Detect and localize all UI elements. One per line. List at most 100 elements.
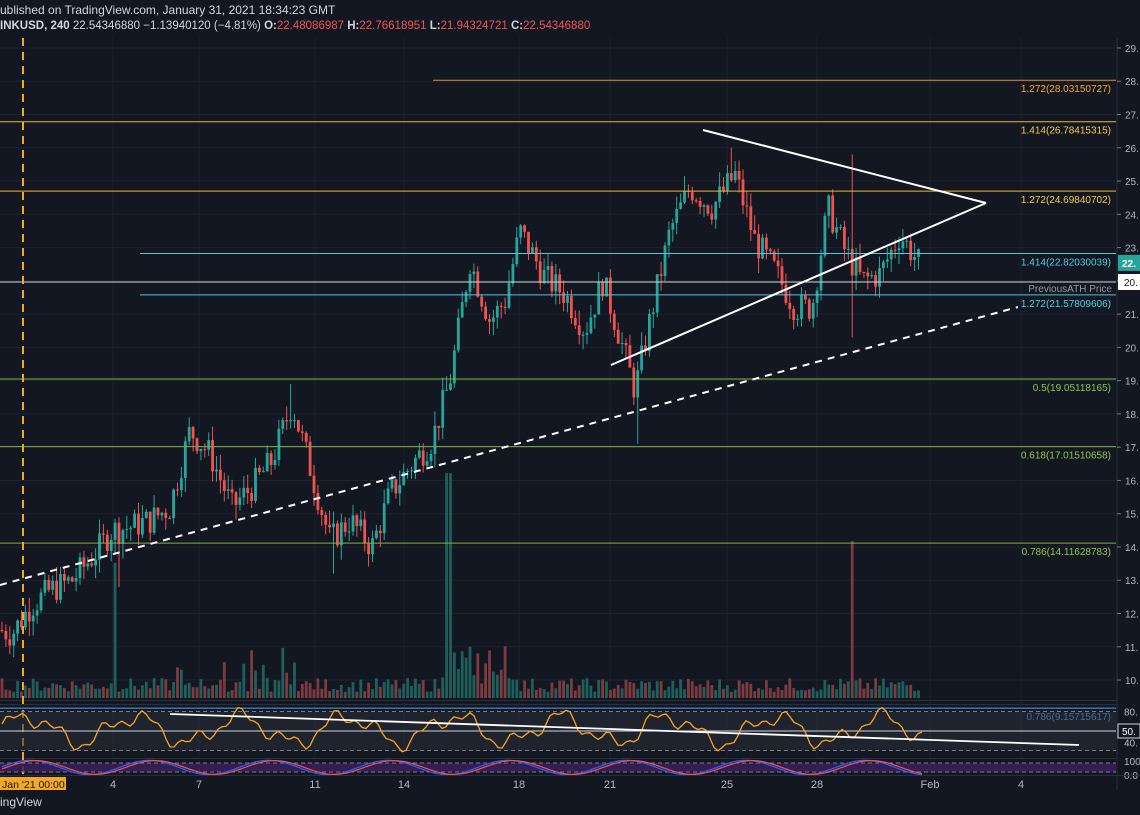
volume-bar	[367, 682, 370, 698]
candle-body	[300, 431, 304, 433]
candle-body	[417, 450, 421, 458]
volume-bar	[336, 689, 339, 698]
symbol-label[interactable]: INKUSD, 240	[0, 20, 70, 32]
volume-bar	[815, 691, 819, 698]
candle-body	[905, 240, 909, 242]
candle-body	[230, 489, 234, 493]
candle-body	[527, 231, 530, 254]
volume-bar	[308, 683, 312, 698]
candle-body	[39, 592, 43, 611]
volume-bar	[605, 681, 608, 698]
volume-bar	[811, 687, 815, 698]
candle-body	[363, 519, 367, 544]
volume-bar	[347, 687, 351, 698]
volume-bar	[27, 687, 31, 698]
candle-body	[238, 497, 242, 505]
candle-body	[12, 633, 16, 646]
price-chart[interactable]: 1.272(28.03150727) 1.414(26.78415315) 1.27…	[0, 0, 1140, 790]
fib-label: 1.414(22.82030039)	[1021, 258, 1111, 269]
candle-body	[456, 317, 460, 351]
volume-bar	[698, 684, 702, 698]
candle-body	[570, 296, 573, 319]
volume-bar	[807, 689, 811, 698]
volume-bar	[858, 678, 862, 698]
candle-body	[538, 261, 542, 284]
volume-bar	[117, 691, 121, 698]
volume-bar	[222, 662, 226, 698]
volume-bar	[199, 679, 203, 698]
candle-body	[226, 489, 230, 491]
stoch-band	[0, 763, 1116, 772]
volume-bars	[0, 473, 920, 698]
candle-body	[281, 420, 285, 429]
candle-body	[324, 514, 328, 525]
candle-body	[183, 441, 187, 479]
volume-bar	[86, 682, 90, 698]
low-value: 21.94324721	[440, 20, 508, 32]
candle-body	[698, 201, 702, 207]
volume-bar	[16, 680, 19, 698]
volume-bar	[768, 688, 772, 698]
candle-body	[468, 274, 472, 292]
volume-bar	[846, 681, 850, 698]
volume-bar	[854, 680, 858, 698]
volume-bar	[0, 678, 4, 698]
previous-ath-tag-label: 20.	[1124, 278, 1138, 289]
candle-body	[702, 205, 706, 207]
volume-bar	[862, 688, 866, 698]
volume-bar	[406, 678, 409, 698]
candle-body	[480, 296, 484, 307]
candle-body	[437, 425, 441, 428]
candle-body	[109, 539, 113, 552]
volume-bar	[402, 683, 406, 698]
rsi-tick-label: 50.	[1122, 727, 1136, 738]
candle-body	[566, 296, 569, 303]
candle-body	[180, 478, 183, 491]
volume-bar	[519, 691, 523, 698]
stoch-tick-label: 100	[1124, 757, 1140, 768]
published-text: ublished on TradingView.com, January 31,…	[0, 3, 336, 17]
candle-body	[265, 453, 269, 472]
candle-body	[858, 257, 862, 273]
candle-body	[133, 513, 136, 528]
volume-bar	[651, 690, 655, 698]
volume-bar	[172, 682, 175, 698]
candle-body	[554, 274, 558, 292]
volume-bar	[835, 689, 838, 698]
volume-bar	[375, 678, 378, 698]
volume-bar	[554, 688, 558, 698]
volume-bar	[511, 679, 515, 698]
volume-bar	[827, 684, 831, 698]
candle-body	[815, 290, 819, 304]
candle-body	[800, 295, 803, 319]
volume-bar	[620, 688, 624, 698]
candle-body	[148, 511, 152, 533]
candle-body	[519, 225, 523, 238]
candle-body	[27, 611, 31, 622]
candle-body	[0, 630, 4, 632]
candle-body	[199, 449, 203, 452]
volume-bar	[312, 689, 316, 698]
candle-body	[47, 579, 51, 590]
rsi-pane	[0, 706, 1116, 753]
candle-body	[4, 630, 8, 640]
volume-bar	[82, 684, 86, 698]
candle-body	[589, 317, 593, 333]
price-tick-label: 13.	[1125, 576, 1139, 587]
volume-bar	[109, 683, 113, 698]
volume-bar	[246, 691, 250, 698]
volume-bar	[90, 684, 94, 698]
tradingview-logo-text: ingView	[0, 795, 42, 809]
candle-body	[612, 313, 616, 330]
volume-bar	[538, 687, 542, 698]
candle-body	[729, 173, 733, 181]
volume-bar	[359, 679, 363, 698]
volume-bar	[98, 688, 101, 698]
volume-bar	[585, 678, 589, 698]
candle-body	[909, 240, 913, 261]
date-tick-label: 28	[811, 779, 823, 790]
volume-bar	[913, 690, 916, 698]
volume-bar	[570, 678, 573, 698]
candle-body	[866, 272, 870, 277]
volume-bar	[160, 678, 164, 698]
